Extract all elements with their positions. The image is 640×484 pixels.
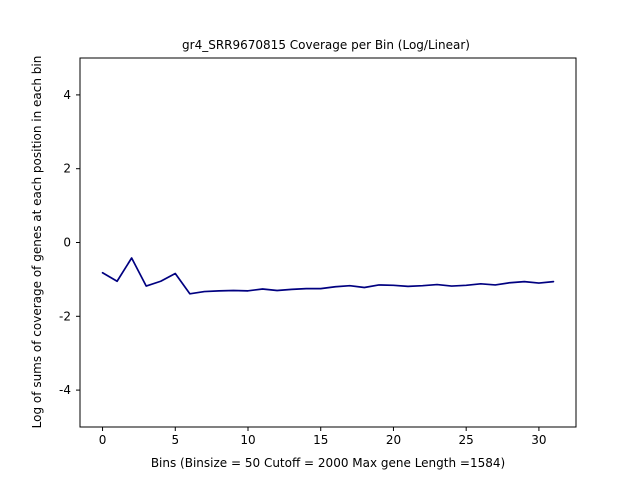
y-tick-label: 0 (63, 236, 71, 250)
chart-title: gr4_SRR9670815 Coverage per Bin (Log/Lin… (182, 38, 470, 52)
x-tick-label: 25 (459, 433, 474, 447)
x-tick-label: 0 (99, 433, 107, 447)
y-tick-label: 2 (63, 162, 71, 176)
x-tick-label: 30 (531, 433, 546, 447)
y-tick-label: -2 (59, 309, 71, 323)
plot-frame (79, 57, 577, 428)
y-axis-ticks: -4 -2 0 2 4 (59, 88, 80, 397)
plot-area (80, 58, 576, 427)
series-line (101, 257, 555, 295)
x-axis-label: Bins (Binsize = 50 Cutoff = 2000 Max gen… (151, 456, 505, 470)
x-tick-label: 20 (386, 433, 401, 447)
y-axis-label: Log of sums of coverage of genes at each… (30, 56, 44, 429)
x-tick-label: 10 (240, 433, 255, 447)
x-tick-label: 15 (313, 433, 328, 447)
x-axis-ticks: 0 5 10 15 20 25 30 (99, 427, 547, 447)
y-tick-label: 4 (63, 88, 71, 102)
series-layer (101, 257, 555, 295)
x-tick-label: 5 (171, 433, 179, 447)
y-tick-label: -4 (59, 383, 71, 397)
